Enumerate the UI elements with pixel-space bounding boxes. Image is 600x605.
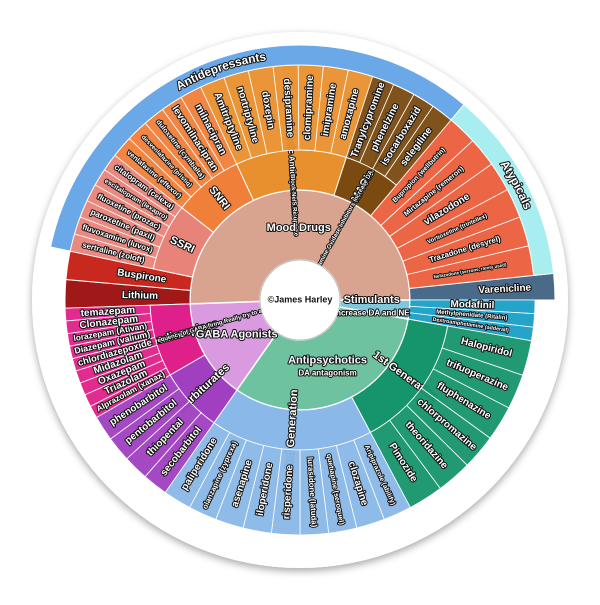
drug-label: temazepam (80, 305, 135, 319)
group-note: Block Ne/S Re-uptake (289, 174, 299, 237)
drug-label: risperidone (281, 464, 295, 519)
sector-label: GABA Agonists (196, 328, 278, 340)
center-label: ©James Harley (268, 294, 333, 304)
center (259, 259, 341, 341)
sector-note: DA antagonism (298, 369, 356, 378)
group-label: Lithium (122, 290, 158, 302)
drug-label: Modafinil (450, 299, 494, 311)
sector-label: Mood Drugs (267, 222, 331, 234)
drug-label: clomipramine (302, 75, 316, 141)
sector-label: Antipsychotics (288, 354, 367, 366)
group-label: Varenicline (478, 283, 532, 297)
band-segment (450, 103, 555, 276)
sector-label: Stimulants (344, 294, 400, 306)
sector-note: Increase DA and NE (334, 308, 410, 317)
drug-label: desipramine (281, 78, 296, 138)
drug-segment (64, 304, 152, 322)
